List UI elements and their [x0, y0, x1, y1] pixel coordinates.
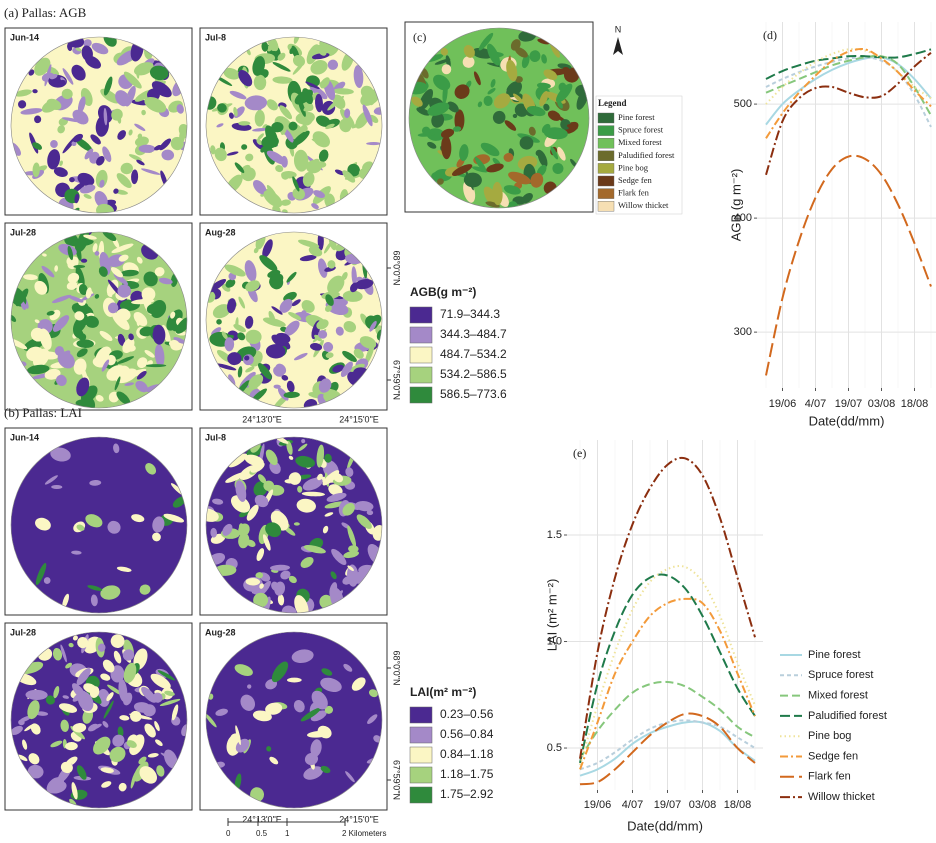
legend-swatch [598, 126, 614, 136]
longitude-label: 24°13'0"E [242, 414, 282, 424]
map-date: Jun-14 [10, 32, 39, 42]
map-image [11, 437, 188, 613]
legend-swatch [598, 189, 614, 199]
longitude-label: 24°15'0"E [339, 414, 379, 424]
panel-label: (d) [763, 28, 777, 42]
scale-label: 0 [226, 829, 231, 838]
y-axis-title: LAI (m² m⁻²) [544, 579, 559, 652]
x-axis-title: Date(dd/mm) [809, 413, 885, 428]
legend-title: Legend [598, 98, 627, 108]
legend-title: AGB(g m⁻²) [410, 285, 476, 299]
y-tick-label: 0.5 [547, 742, 562, 754]
x-tick-label: 4/07 [805, 398, 826, 410]
legend-label: Pine forest [808, 649, 861, 661]
legend-label: 534.2–586.5 [440, 367, 507, 381]
legend-label: Sedge fen [618, 175, 653, 185]
y-tick-label: 1.5 [547, 529, 562, 541]
legend-label: Pine forest [618, 112, 655, 122]
legend-label: 0.84–1.18 [440, 747, 494, 761]
x-axis-title: Date(dd/mm) [627, 818, 703, 833]
legend-swatch [410, 307, 432, 323]
x-tick-label: 19/06 [584, 799, 612, 811]
legend-label: 0.56–0.84 [440, 727, 494, 741]
x-tick-label: 4/07 [622, 799, 643, 811]
map-date: Jul-28 [10, 627, 36, 637]
legend-swatch [410, 787, 432, 803]
legend-label: Pine bog [808, 730, 851, 742]
legend-label: 586.5–773.6 [440, 387, 507, 401]
legend-swatch [410, 367, 432, 383]
y-tick-label: 300 [734, 326, 752, 338]
legend-label: Sedge fen [808, 750, 858, 762]
panel-label: (c) [413, 30, 426, 44]
x-tick-label: 19/07 [654, 799, 682, 811]
legend-label: Paludified forest [808, 710, 887, 722]
section-title: (b) Pallas: LAI [4, 405, 82, 420]
map-date: Aug-28 [205, 227, 236, 237]
map-date: Jul-8 [205, 32, 226, 42]
legend-label: Willow thicket [808, 791, 875, 803]
legend-label: Willow thicket [618, 200, 669, 210]
figure: (a) Pallas: AGB Jun-14 Jul-8 Jul-28 Aug-28 68… [0, 0, 936, 843]
legend-label: 0.23–0.56 [440, 707, 494, 721]
map-patch [34, 116, 41, 124]
legend-label: Flark fen [618, 188, 650, 198]
map-patch [429, 95, 433, 107]
legend-label: Pine bog [618, 162, 649, 172]
x-tick-label: 03/08 [689, 799, 717, 811]
legend-label: Mixed forest [808, 690, 868, 702]
legend-label: 344.3–484.7 [440, 327, 507, 341]
legend-swatch [598, 113, 614, 123]
legend-label: 484.7–534.2 [440, 347, 507, 361]
legend-swatch [410, 707, 432, 723]
north-label: N [615, 24, 622, 34]
legend-label: Flark fen [808, 771, 851, 783]
latitude-label: 68°0'0"N [392, 650, 402, 685]
section-title: (a) Pallas: AGB [4, 5, 87, 20]
latitude-label: 68°0'0"N [392, 250, 402, 285]
legend-label: 71.9–344.3 [440, 307, 500, 321]
legend-label: Spruce forest [808, 669, 873, 681]
x-tick-label: 19/06 [769, 398, 797, 410]
legend-swatch [410, 727, 432, 743]
longitude-label: 24°13'0"E [242, 814, 282, 824]
legend-label: Paludified forest [618, 150, 675, 160]
scale-label: 2 Kilometers [342, 829, 386, 838]
legend-label: Mixed forest [618, 137, 662, 147]
y-tick-label: 500 [734, 98, 752, 110]
legend-swatch [598, 163, 614, 173]
map-date: Aug-28 [205, 627, 236, 637]
legend-swatch [410, 347, 432, 363]
legend-swatch [598, 138, 614, 148]
y-axis-title: AGB (g m⁻²) [728, 169, 743, 242]
scale-label: 1 [285, 829, 290, 838]
legend-label: Spruce forest [618, 125, 664, 135]
legend-swatch [410, 747, 432, 763]
x-tick-label: 03/08 [868, 398, 896, 410]
x-tick-label: 19/07 [835, 398, 863, 410]
map-date: Jun-14 [10, 432, 39, 442]
latitude-label: 67°59'0"N [392, 760, 402, 800]
legend-title: LAI(m² m⁻²) [410, 685, 476, 699]
legend-label: 1.18–1.75 [440, 767, 494, 781]
scale-label: 0.5 [256, 829, 268, 838]
map-base [11, 632, 187, 808]
legend-swatch [410, 387, 432, 403]
legend-label: 1.75–2.92 [440, 787, 494, 801]
map-date: Jul-8 [205, 432, 226, 442]
x-tick-label: 18/08 [724, 799, 752, 811]
legend-swatch [598, 151, 614, 161]
legend-swatch [410, 327, 432, 343]
plot-area [567, 440, 763, 790]
latitude-label: 67°59'0"N [392, 360, 402, 400]
legend-swatch [598, 176, 614, 186]
legend-swatch [410, 767, 432, 783]
legend-swatch [598, 201, 614, 211]
x-tick-label: 18/08 [901, 398, 929, 410]
panel-label: (e) [573, 446, 586, 460]
map-patch [287, 678, 302, 683]
map-date: Jul-28 [10, 227, 36, 237]
map-patch [224, 337, 234, 351]
